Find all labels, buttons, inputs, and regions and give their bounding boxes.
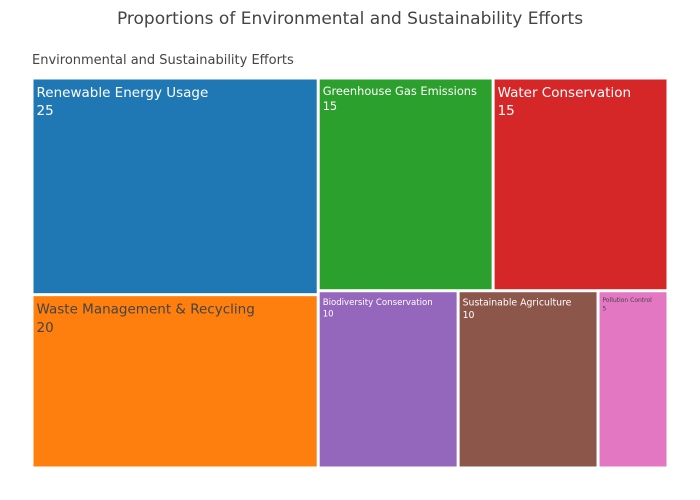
treemap-rect-water-conservation[interactable] (494, 79, 667, 290)
treemap-tile-water-conservation[interactable]: Water Conservation 15 (494, 79, 667, 290)
treemap-value-greenhouse-gas-emissions: 15 (323, 99, 337, 113)
treemap-rect-biodiversity-conservation[interactable] (319, 292, 457, 467)
treemap-rect-pollution-control[interactable] (599, 292, 667, 467)
treemap-value-water-conservation: 15 (498, 103, 515, 119)
treemap-label-waste-management-recycling: Waste Management & Recycling (37, 302, 255, 318)
treemap-rect-greenhouse-gas-emissions[interactable] (319, 79, 492, 290)
treemap-tile-waste-management-recycling[interactable]: Waste Management & Recycling 20 (33, 296, 317, 467)
treemap-label-water-conservation: Water Conservation (498, 85, 631, 101)
treemap-label-pollution-control: Pollution Control (603, 297, 653, 304)
treemap-label-greenhouse-gas-emissions: Greenhouse Gas Emissions (323, 84, 477, 98)
treemap-value-renewable-energy-usage: 25 (37, 103, 54, 119)
treemap-value-pollution-control: 5 (603, 305, 607, 312)
treemap-label-biodiversity-conservation: Biodiversity Conservation (323, 298, 433, 308)
treemap-label-renewable-energy-usage: Renewable Energy Usage (37, 85, 209, 101)
chart-title: Proportions of Environmental and Sustain… (116, 9, 584, 29)
treemap-value-biodiversity-conservation: 10 (323, 309, 334, 319)
treemap-value-sustainable-agriculture: 10 (463, 310, 475, 321)
treemap-root-label[interactable]: Environmental and Sustainability Efforts (32, 53, 294, 68)
treemap-rect-waste-management-recycling[interactable] (33, 296, 317, 467)
treemap-tile-renewable-energy-usage[interactable]: Renewable Energy Usage 25 (33, 79, 317, 294)
treemap-rect-sustainable-agriculture[interactable] (459, 292, 597, 467)
treemap-label-sustainable-agriculture: Sustainable Agriculture (463, 298, 572, 309)
treemap-rect-renewable-energy-usage[interactable] (33, 79, 317, 294)
treemap-value-waste-management-recycling: 20 (37, 320, 54, 336)
